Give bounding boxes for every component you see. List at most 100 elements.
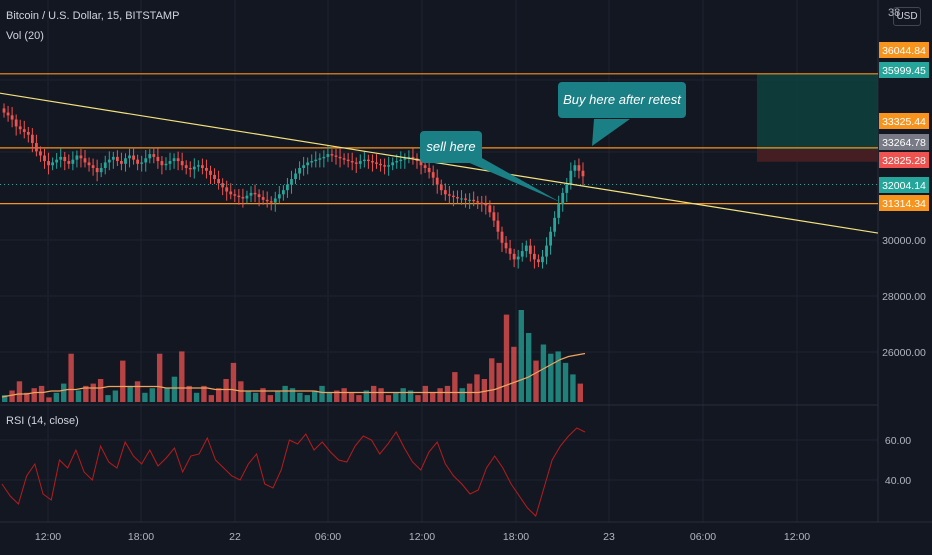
candle-body <box>383 165 386 167</box>
candle-body <box>241 197 245 199</box>
candle-body <box>192 166 196 170</box>
candle-body <box>354 162 358 164</box>
time-axis-tick: 18:00 <box>503 531 529 543</box>
volume-bar <box>53 392 60 402</box>
candle-body <box>512 253 516 260</box>
price-tag <box>879 134 929 150</box>
currency-unit-button[interactable]: USD <box>893 7 921 26</box>
candle-body <box>281 190 285 195</box>
price-tag <box>879 42 929 58</box>
time-axis-tick: 12:00 <box>784 531 810 543</box>
volume-bar <box>437 388 443 402</box>
position-tool[interactable] <box>757 73 878 162</box>
trendline[interactable] <box>0 92 879 234</box>
volume-bar <box>31 388 37 402</box>
candle-body <box>168 161 172 164</box>
price-tag-label: 36044.84 <box>882 45 926 57</box>
candle-body <box>156 156 160 162</box>
volume-bar <box>378 388 384 402</box>
candle-body <box>55 159 59 163</box>
candle-body <box>47 161 50 166</box>
candle-body <box>164 163 168 166</box>
volume-bar <box>393 392 399 402</box>
candle-body <box>541 256 544 263</box>
candle-body <box>565 184 569 193</box>
time-axis-tick: 06:00 <box>690 531 716 543</box>
volume-bar <box>179 351 185 402</box>
volume-bar <box>208 395 215 402</box>
candle-body <box>184 165 188 168</box>
volume-bars <box>1 310 586 402</box>
candle-body <box>561 192 565 204</box>
candle-body <box>492 212 496 221</box>
volume-bar <box>459 388 465 402</box>
volume-bar <box>223 379 229 402</box>
volume-bar <box>97 379 104 402</box>
volume-bar <box>61 383 67 402</box>
candle-body <box>375 162 378 164</box>
volume-bar <box>282 385 288 402</box>
candle-body <box>196 165 200 167</box>
price-tag <box>879 113 929 129</box>
axes: 36044.84 35999.45 33325.44 33264.78 32825.28… <box>35 42 929 543</box>
rsi-axis-tick: 40.00 <box>885 475 911 487</box>
candle-body <box>379 163 382 166</box>
volume-bar <box>430 392 436 402</box>
candle-body <box>245 195 249 199</box>
volume-bar <box>400 388 406 402</box>
volume-bar <box>319 385 325 402</box>
time-axis-tick: 06:00 <box>315 531 341 543</box>
candle-body <box>480 202 484 204</box>
volume-bar <box>489 358 495 402</box>
volume-bar <box>24 392 30 402</box>
candle-body <box>10 115 14 120</box>
volume-bar <box>75 390 82 402</box>
candle-body <box>115 156 119 162</box>
time-axis-tick: 23 <box>603 531 615 543</box>
price-axis-tick: 26000.00 <box>882 347 926 359</box>
candle-body <box>447 194 451 196</box>
candle-body <box>152 154 156 157</box>
candle-body <box>456 197 459 199</box>
volume-bar <box>90 383 96 402</box>
volume-bar <box>407 390 414 402</box>
rsi-pane <box>1 427 586 517</box>
candle-body <box>431 172 435 178</box>
symbol-title: Bitcoin / U.S. Dollar, 15, BITSTAMP <box>6 10 180 22</box>
candle-body <box>14 119 18 127</box>
candle-body <box>472 199 476 202</box>
candle-body <box>75 155 79 160</box>
candle-body <box>225 187 229 192</box>
candle-body <box>358 161 362 164</box>
volume-bar <box>156 353 163 402</box>
volume-bar <box>289 388 296 402</box>
candle-body <box>6 112 10 116</box>
volume-bar <box>304 395 310 402</box>
candle-body <box>79 155 83 159</box>
candle-body <box>350 161 354 163</box>
candle-body <box>346 159 350 162</box>
candle-body <box>99 167 103 173</box>
candle-body <box>26 131 30 135</box>
price-tag-label: 32825.28 <box>882 155 926 167</box>
callouts[interactable]: Buy here after retest sell here <box>420 82 686 202</box>
candle-body <box>387 165 391 167</box>
candle-body <box>549 231 552 246</box>
volume-bar <box>518 310 524 402</box>
price-axis-top-cut-label: 38 <box>888 7 901 19</box>
price-tag <box>879 195 929 211</box>
candle-body <box>257 194 261 198</box>
volume-bar <box>186 385 192 402</box>
volume-ma-line <box>1 352 586 398</box>
price-tag-label: 33264.78 <box>882 137 926 149</box>
candle-body <box>213 174 216 180</box>
sell-callout-box <box>420 131 482 163</box>
candle-body <box>176 158 180 162</box>
volume-bar <box>577 383 583 402</box>
time-axis-tick: 12:00 <box>409 531 435 543</box>
candle-body <box>342 158 346 160</box>
candle-body <box>520 251 524 257</box>
volume-bar <box>570 374 576 402</box>
profit-zone <box>757 73 878 150</box>
